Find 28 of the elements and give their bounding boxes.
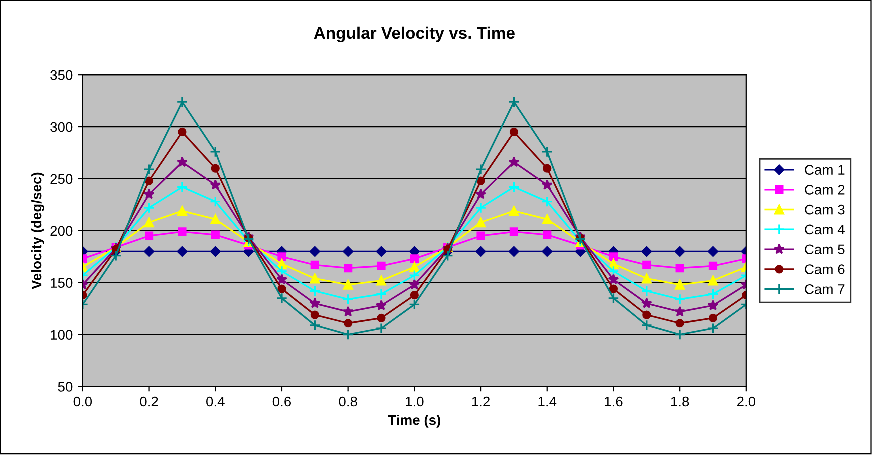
x-tick-label: 0.4 (206, 396, 225, 407)
y-tick-label: 350 (50, 70, 73, 80)
legend-label: Cam 3 (805, 204, 845, 215)
x-tick-label: 1.4 (538, 396, 557, 407)
y-tick-label: 150 (51, 278, 73, 288)
y-axis-title: Velocity (deg/sec) (31, 172, 44, 290)
legend-label: Cam 1 (805, 165, 845, 175)
x-tick-label: 1.2 (472, 396, 490, 407)
x-tick-label: 0.6 (272, 396, 292, 407)
legend-label: Cam 6 (805, 264, 845, 274)
x-tick-label: 0.8 (339, 396, 358, 407)
y-tick-label: 100 (51, 330, 73, 340)
x-tick-label: 1.0 (406, 396, 424, 407)
x-axis-title: Time (s) (388, 414, 440, 428)
legend-label: Cam 2 (805, 185, 845, 195)
legend-label: Cam 4 (805, 224, 845, 235)
y-tick-label: 300 (50, 122, 73, 132)
y-tick-label: 200 (50, 226, 73, 236)
x-tick-label: 0.2 (140, 396, 158, 407)
x-tick-label: 1.8 (671, 396, 690, 407)
x-tick-label: 2.0 (737, 396, 756, 407)
y-tick-label: 250 (50, 174, 73, 184)
legend-label: Cam 5 (805, 244, 845, 255)
x-tick-label: 1.6 (605, 396, 623, 407)
chart-title: Angular Velocity vs. Time (314, 26, 515, 42)
y-tick-label: 50 (58, 382, 73, 392)
x-tick-label: 0.0 (74, 396, 92, 407)
legend-label: Cam 7 (805, 284, 845, 294)
